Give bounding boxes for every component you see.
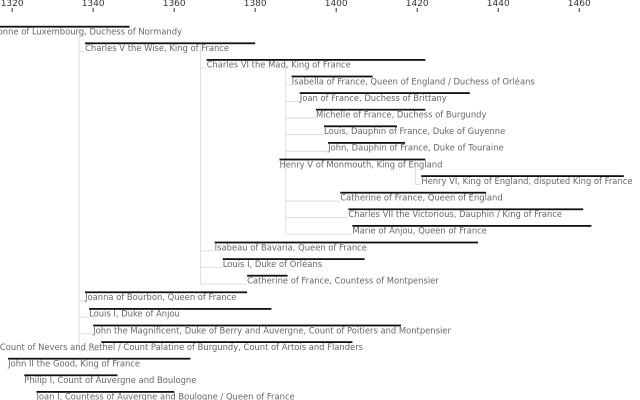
person-label: John the Magnificent, Duke of Berry and … [92, 325, 451, 335]
lifespan-bar [348, 208, 584, 211]
person-label: Henry VI, King of England, disputed King… [421, 176, 632, 186]
lifespan-bar [291, 75, 373, 78]
lifespan-bar [279, 158, 426, 161]
axis-tick-label: 1420 [406, 0, 429, 9]
lifespan-bar [247, 274, 288, 277]
lifespan-bar [93, 324, 402, 327]
lifespan-bar [299, 92, 470, 94]
lifespan-bar [0, 25, 130, 28]
lifespan-bar [315, 108, 426, 111]
person-label: Henry V of Monmouth, King of England [279, 159, 442, 169]
lifespan-bar [85, 291, 248, 294]
lifespan-bar [328, 142, 406, 144]
person-label: Joanna of Bourbon, Queen of France [84, 292, 236, 302]
lifespan-bar [421, 175, 624, 177]
axis-tick-label: 1360 [163, 0, 186, 9]
person-label: Isabella of France, Queen of England / D… [292, 76, 535, 86]
person-label: Joan of France, Duchess of Brittany [299, 93, 447, 103]
person-label: John, Dauphin of France, Duke of Tourain… [327, 143, 504, 153]
lifespan-bar [36, 391, 175, 393]
axis-tick-label: 1320 [1, 0, 24, 9]
lifespan-bar [8, 357, 191, 360]
person-label: Louis, Dauphin of France, Duke of Guyenn… [324, 126, 505, 136]
lifespan-bar [24, 374, 118, 377]
person-label: Charles VII the Victorious, Dauphin / Ki… [348, 209, 562, 219]
person-label: Philip I, Count of Auvergne and Boulogne [24, 375, 196, 385]
lifespan-bar [340, 191, 487, 194]
person-rows: Bonne of Luxembourg, Duchess of Normandy… [0, 25, 633, 400]
lifespan-bar [206, 59, 426, 61]
connector-lines [78, 28, 422, 351]
person-label: Philip II the Bold, Duke of Burgundy, Co… [0, 342, 363, 352]
person-label: Bonne of Luxembourg, Duchess of Normandy [0, 27, 182, 37]
person-label: Marie of Anjou, Queen of France [352, 226, 487, 236]
x-axis: 1320 1340 1360 1380 1400 1420 1440 1460 [1, 0, 591, 12]
person-label: Charles VI the Mad, King of France [207, 60, 351, 70]
axis-tick-label: 1440 [487, 0, 510, 9]
lifespan-bar [352, 225, 592, 227]
person-label: Isabeau of Bavaria, Queen of France [215, 242, 367, 252]
axis-tick-label: 1340 [82, 0, 105, 9]
lifespan-bar [89, 308, 272, 310]
lifespan-bar [85, 42, 256, 45]
person-label: Louis I, Duke of Anjou [89, 309, 180, 319]
person-label: Catherine of France, Queen of England [340, 193, 502, 203]
lifespan-bar [214, 241, 478, 244]
person-label: Michelle of France, Duchess of Burgundy [316, 110, 487, 120]
person-label: Joan I, Countess of Auvergne and Boulogn… [35, 392, 294, 400]
axis-tick-label: 1460 [568, 0, 591, 9]
lifespan-bar [324, 125, 397, 128]
lifespan-bar [101, 341, 353, 343]
person-label: Catherine of France, Countess of Montpen… [247, 276, 439, 286]
person-label: John II the Good, King of France [7, 359, 140, 369]
axis-tick-label: 1380 [244, 0, 267, 9]
axis-tick-label: 1400 [325, 0, 348, 9]
lifespan-bar [222, 258, 365, 260]
person-label: Charles V the Wise, King of France [85, 43, 229, 53]
person-label: Louis I, Duke of Orléans [223, 259, 322, 269]
